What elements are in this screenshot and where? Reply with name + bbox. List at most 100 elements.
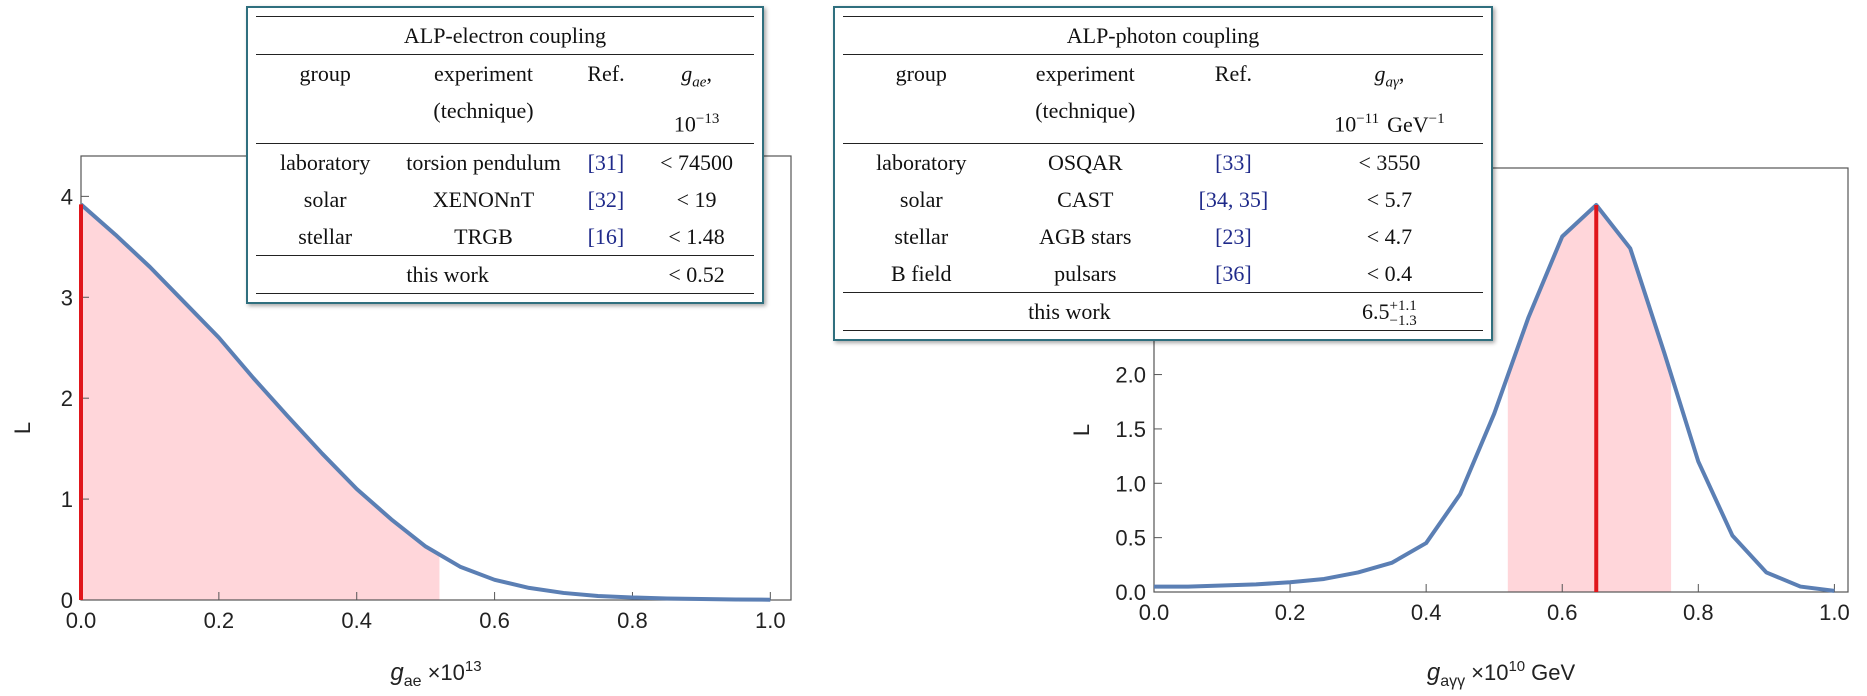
y-tick-label: 2.0 (1115, 363, 1146, 388)
table-cell: laboratory (876, 149, 967, 175)
y-tick-label: 0.5 (1115, 526, 1146, 551)
table-title: ALP-electron coupling (256, 16, 754, 55)
central-value: 6.5 (1362, 298, 1390, 324)
table-cell: < 0.4 (1366, 260, 1413, 286)
table-cell: stellar (894, 223, 949, 249)
symbol: g (681, 61, 693, 86)
y-tick-label: 3 (61, 285, 73, 310)
header-cell: group (843, 54, 1000, 144)
exponent: 13 (465, 658, 482, 675)
table-cell: B field (891, 260, 952, 286)
table-cell: [16] (587, 223, 625, 249)
table-cell: [31] (587, 149, 625, 175)
x-tick-label: 0.0 (66, 608, 97, 633)
table-row: solar CAST [34, 35] < 5.7 (843, 181, 1483, 218)
credible-band (81, 204, 440, 600)
subscript: aγ (1385, 74, 1399, 91)
table-box: ALP-electron coupling group experiment (tec… (246, 6, 764, 304)
summary-value: 6.5 +1.1 −1.3 (1295, 291, 1483, 331)
plot-frame (1153, 167, 1849, 593)
header-line: experiment (1035, 61, 1135, 86)
y-tick-label: 1.5 (1115, 417, 1146, 442)
likelihood-curve (1154, 202, 1835, 593)
table-cell: < 5.7 (1366, 186, 1413, 212)
table-cell: [23] (1215, 223, 1252, 249)
table-cell: CAST (1057, 186, 1114, 212)
table-title: ALP-photon coupling (843, 16, 1483, 55)
symbol: g (390, 659, 404, 686)
table-cell: < 3550 (1358, 149, 1421, 175)
y-axis-label: L (1069, 424, 1094, 436)
exponent: −11 (1356, 111, 1380, 128)
header-row: group experiment (technique) Ref. gaγ, 10−11 G… (843, 54, 1483, 144)
header-line: experiment (434, 61, 533, 86)
subscript: ae (404, 673, 422, 690)
exponent: −13 (695, 111, 720, 128)
header-cell: Ref. (1171, 54, 1296, 144)
table-cell: [33] (1215, 149, 1252, 175)
x-tick-label: 0.6 (1547, 600, 1578, 625)
table-cell: laboratory (279, 149, 371, 175)
table-cell: [32] (587, 186, 625, 212)
separator: , (1398, 61, 1405, 86)
header-cell: experiment (technique) (999, 54, 1172, 144)
header-line: 10−11 GeV−1 (1302, 101, 1477, 142)
header-line: Ref. (587, 61, 625, 86)
table-cell: XENONnT (432, 186, 535, 212)
table: ALP-photon coupling group experiment (techn… (843, 16, 1483, 331)
summary-label: this work (256, 254, 640, 294)
lower-error: −1.3 (1389, 312, 1417, 329)
x-tick-label: 0.8 (617, 608, 648, 633)
x-tick-label: 0.2 (1275, 600, 1306, 625)
header-line: Ref. (1214, 61, 1253, 86)
table-cell: solar (899, 186, 943, 212)
table-box: ALP-photon coupling group experiment (techn… (833, 6, 1493, 341)
header-line: group (895, 61, 947, 86)
table-cell: stellar (298, 223, 353, 249)
header-line: gae, (645, 55, 748, 101)
error-stack: +1.1 −1.3 (1389, 298, 1417, 329)
table-cell: torsion pendulum (406, 149, 561, 175)
x-tick-label: 0.4 (341, 608, 372, 633)
y-tick-label: 0.0 (1115, 580, 1146, 605)
base: 10 (673, 111, 696, 137)
table-row: solar XENONnT [32] < 19 (256, 181, 754, 218)
x-axis-label: gae ×1013 (390, 658, 481, 690)
x-tick-label: 0.6 (479, 608, 510, 633)
separator: , (706, 61, 712, 86)
table-cell: OSQAR (1047, 149, 1123, 175)
multiplier: ×10 (428, 660, 465, 685)
summary-row: this work 6.5 +1.1 −1.3 (843, 291, 1483, 331)
table-row: laboratory OSQAR [33] < 3550 (843, 143, 1483, 181)
summary-row: this work < 0.52 (256, 254, 754, 294)
x-tick-label: 0.8 (1683, 600, 1714, 625)
symbol: g (1427, 659, 1441, 686)
table-row: laboratory torsion pendulum [31] < 74500 (256, 143, 754, 181)
header-row: group experiment (technique) Ref. gae, 10−13 (256, 54, 754, 144)
table-row: stellar AGB stars [23] < 4.7 (843, 218, 1483, 255)
x-tick-label: 0.2 (204, 608, 235, 633)
header-cell: gae, 10−13 (639, 54, 754, 144)
header-line: 10−13 (645, 101, 748, 142)
header-cell: experiment (technique) (394, 54, 573, 144)
table-row: stellar TRGB [16] < 1.48 (256, 218, 754, 256)
header-cell: gaγ, 10−11 GeV−1 (1295, 54, 1483, 144)
table-cell: AGB stars (1039, 223, 1132, 249)
header-line: gaγ, (1302, 55, 1477, 101)
summary-value: < 0.52 (639, 254, 754, 294)
credible-band (1507, 204, 1672, 592)
table-cell: solar (303, 186, 347, 212)
unit: GeV (1531, 660, 1575, 685)
multiplier: ×10 (1471, 660, 1508, 685)
table-cell: < 1.48 (668, 223, 725, 249)
title-row: ALP-electron coupling (256, 16, 754, 55)
y-axis-label: L (10, 422, 35, 434)
exponent: 10 (1508, 658, 1525, 675)
header-cell: group (256, 54, 395, 144)
x-tick-label: 0.0 (1139, 600, 1170, 625)
table-cell: [36] (1215, 260, 1252, 286)
table-cell: pulsars (1054, 260, 1117, 286)
